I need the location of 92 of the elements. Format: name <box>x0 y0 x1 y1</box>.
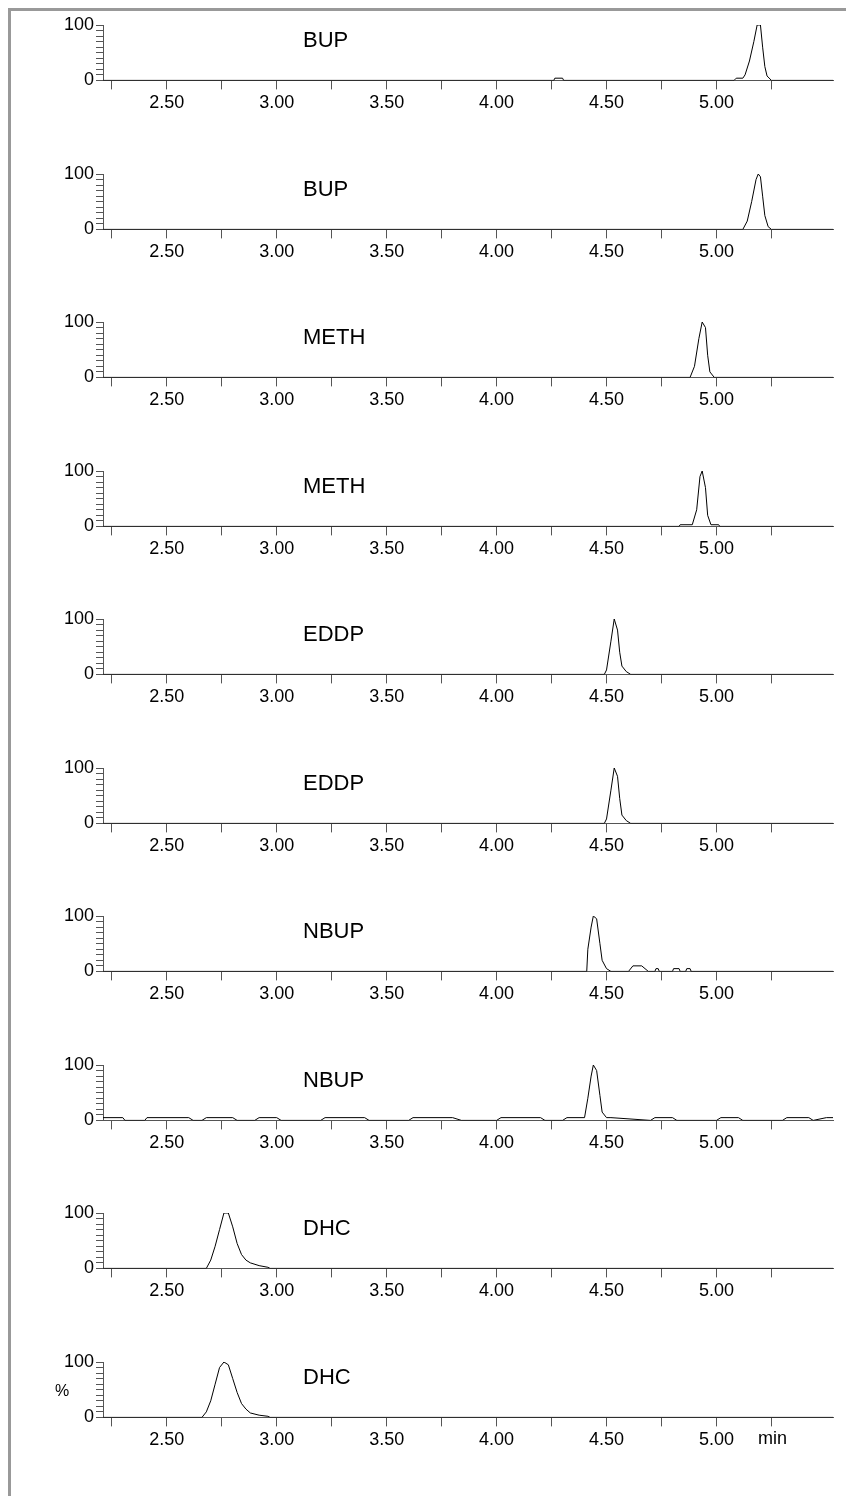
x-tick-label: 2.50 <box>149 389 185 410</box>
x-tick-label: 4.00 <box>479 92 515 113</box>
x-tick-label: 2.50 <box>149 834 185 855</box>
chart-title: EDDP <box>303 621 365 647</box>
x-tick-label: 3.00 <box>259 537 295 558</box>
x-tick-label: 2.50 <box>149 240 185 261</box>
x-tick-label: 4.00 <box>479 1280 515 1301</box>
x-tick-label: 3.00 <box>259 686 295 707</box>
x-tick-label: 3.50 <box>369 834 405 855</box>
x-tick-label: 3.50 <box>369 537 405 558</box>
x-tick-label: 3.50 <box>369 1428 405 1449</box>
x-tick-label: 2.50 <box>149 1428 185 1449</box>
x-tick-label: 2.50 <box>149 92 185 113</box>
x-tick-label: 4.50 <box>589 983 625 1004</box>
x-tick-label: 5.00 <box>698 834 734 855</box>
x-tick-label: 4.50 <box>589 834 625 855</box>
x-tick-label: 5.00 <box>698 537 734 558</box>
x-tick-label: 4.50 <box>589 92 625 113</box>
y-axis-title: % <box>55 1381 70 1399</box>
y-tick-label: 100 <box>63 162 94 183</box>
chart-title: METH <box>303 472 366 498</box>
x-tick-label: 4.50 <box>589 1131 625 1152</box>
y-tick-label: 0 <box>83 69 94 90</box>
chart-title: DHC <box>303 1215 351 1241</box>
x-tick-label: 4.00 <box>479 1131 515 1152</box>
x-tick-label: 3.50 <box>369 983 405 1004</box>
y-tick-label: 100 <box>63 459 94 480</box>
x-tick-label: 4.50 <box>589 1280 625 1301</box>
x-tick-label: 3.50 <box>369 1131 405 1152</box>
x-tick-label: 5.00 <box>698 1131 734 1152</box>
chart-title: EDDP <box>303 769 365 795</box>
x-tick-label: 5.00 <box>698 983 734 1004</box>
x-tick-label: 4.00 <box>479 1428 515 1449</box>
x-tick-label: 4.00 <box>479 389 515 410</box>
y-tick-label: 0 <box>83 663 94 684</box>
y-tick-label: 100 <box>63 13 94 34</box>
x-tick-label: 3.50 <box>369 1280 405 1301</box>
x-tick-label: 3.50 <box>369 240 405 261</box>
y-tick-label: 100 <box>63 1201 94 1222</box>
y-tick-label: 0 <box>83 960 94 981</box>
chart-title: BUP <box>303 27 349 53</box>
x-tick-label: 3.00 <box>259 1428 295 1449</box>
x-tick-label: 4.50 <box>589 537 625 558</box>
x-tick-label: 3.50 <box>369 389 405 410</box>
x-tick-label: 4.50 <box>589 389 625 410</box>
y-tick-label: 0 <box>83 1405 94 1426</box>
chart-title: NBUP <box>303 1066 365 1092</box>
x-tick-label: 3.00 <box>259 1131 295 1152</box>
x-tick-label: 3.00 <box>259 240 295 261</box>
y-tick-label: 0 <box>83 1108 94 1129</box>
x-axis-title: min <box>757 1427 787 1448</box>
x-tick-label: 4.00 <box>479 834 515 855</box>
x-tick-label: 5.00 <box>698 686 734 707</box>
y-tick-label: 100 <box>63 1053 94 1074</box>
x-tick-label: 2.50 <box>149 686 185 707</box>
x-tick-label: 3.00 <box>259 834 295 855</box>
x-tick-label: 4.00 <box>479 686 515 707</box>
x-tick-label: 3.00 <box>259 92 295 113</box>
x-tick-label: 5.00 <box>698 1428 734 1449</box>
y-tick-label: 100 <box>63 310 94 331</box>
x-tick-label: 4.00 <box>479 983 515 1004</box>
x-tick-label: 2.50 <box>149 1280 185 1301</box>
x-tick-label: 4.00 <box>479 240 515 261</box>
chart-title: DHC <box>303 1363 351 1389</box>
y-tick-label: 100 <box>63 607 94 628</box>
x-tick-label: 4.50 <box>589 686 625 707</box>
x-tick-label: 4.00 <box>479 537 515 558</box>
chart-title: BUP <box>303 175 349 201</box>
x-tick-label: 3.50 <box>369 686 405 707</box>
x-tick-label: 2.50 <box>149 1131 185 1152</box>
x-tick-label: 4.50 <box>589 1428 625 1449</box>
x-tick-label: 4.50 <box>589 240 625 261</box>
y-tick-label: 0 <box>83 366 94 387</box>
x-tick-label: 3.00 <box>259 1280 295 1301</box>
x-tick-label: 2.50 <box>149 983 185 1004</box>
x-tick-label: 5.00 <box>698 1280 734 1301</box>
y-tick-label: 0 <box>83 1257 94 1278</box>
y-tick-label: 0 <box>83 217 94 238</box>
chart-title: METH <box>303 324 366 350</box>
x-tick-label: 2.50 <box>149 537 185 558</box>
chart-title: NBUP <box>303 918 365 944</box>
x-tick-label: 3.00 <box>259 983 295 1004</box>
y-tick-label: 100 <box>63 1350 94 1371</box>
y-tick-label: 100 <box>63 904 94 925</box>
x-tick-label: 3.50 <box>369 92 405 113</box>
y-tick-label: 0 <box>83 514 94 535</box>
x-tick-label: 5.00 <box>698 389 734 410</box>
x-tick-label: 5.00 <box>698 92 734 113</box>
y-tick-label: 0 <box>83 811 94 832</box>
y-tick-label: 100 <box>63 756 94 777</box>
x-tick-label: 5.00 <box>698 240 734 261</box>
x-tick-label: 3.00 <box>259 389 295 410</box>
